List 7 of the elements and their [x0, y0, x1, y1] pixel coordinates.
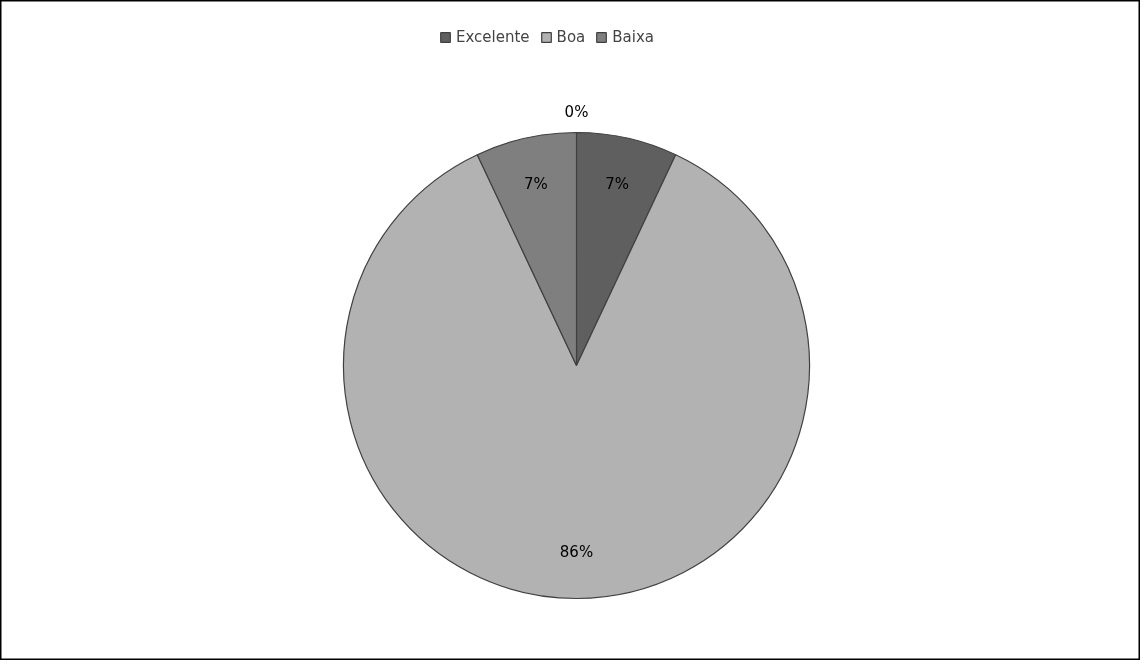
text: 0%	[564, 102, 589, 121]
legend-label: Excelente	[456, 28, 530, 46]
data-label: 7%	[523, 174, 548, 193]
legend-label: Baixa	[612, 28, 654, 46]
legend-label: Boa	[556, 28, 586, 46]
data-label: 7%	[605, 174, 630, 193]
data-label: 86%	[559, 542, 594, 561]
